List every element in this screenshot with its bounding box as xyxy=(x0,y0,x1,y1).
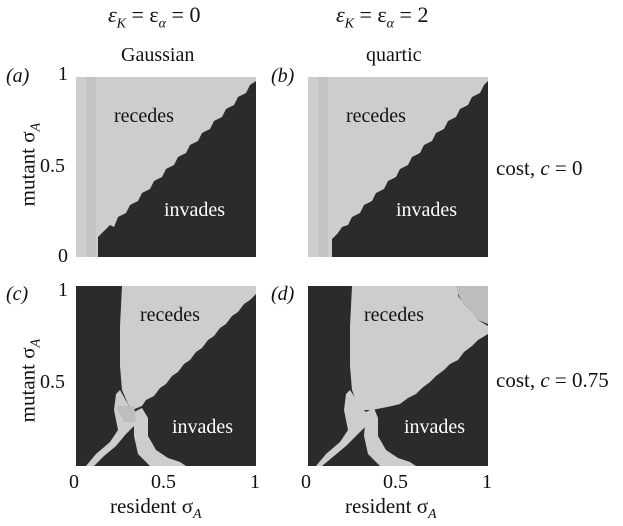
panel-c-invades-label: invades xyxy=(172,416,234,438)
panel-b-map xyxy=(308,77,488,257)
row-cost-label-bottom: cost, c = 0.75 xyxy=(496,368,609,392)
column-kernel-a: Gaussian xyxy=(121,44,195,66)
panel-a: recedes invades xyxy=(76,77,256,257)
column-header-a: εK = εα = 0 xyxy=(108,2,201,32)
panel-c-recedes-label: recedes xyxy=(140,304,200,326)
y-tick-bottom-1: 1 xyxy=(58,279,68,301)
column-kernel-b: quartic xyxy=(366,44,422,66)
y-tick-top-05: 0.5 xyxy=(40,155,65,177)
panel-label-b: (b) xyxy=(271,65,295,87)
panel-b-invades-label: invades xyxy=(396,199,458,221)
panel-a-invades-label: invades xyxy=(164,199,226,221)
x-axis-label-c: resident σA xyxy=(110,494,202,523)
x-axis-label-d: resident σA xyxy=(345,494,437,523)
y-tick-top-1: 1 xyxy=(58,63,68,85)
panel-a-recedes-label: recedes xyxy=(114,105,174,127)
x-tick-c-0: 0 xyxy=(69,471,79,493)
panel-d-map xyxy=(308,286,488,466)
x-tick-d-05: 0.5 xyxy=(383,471,408,493)
panel-b-recedes-label: recedes xyxy=(346,105,406,127)
panel-a-map xyxy=(76,77,256,257)
column-header-b: εK = εα = 2 xyxy=(336,2,429,32)
y-tick-bottom-05: 0.5 xyxy=(40,371,65,393)
y-axis-label-bottom: mutant σA xyxy=(15,338,44,423)
panel-label-c: (c) xyxy=(6,283,29,305)
panel-d-invades-label: invades xyxy=(404,416,466,438)
panel-d: recedes invades xyxy=(308,286,488,466)
panel-label-a: (a) xyxy=(6,65,30,87)
panel-b: recedes invades xyxy=(308,77,488,257)
y-axis-label-top: mutant σA xyxy=(15,122,44,207)
panel-d-recedes-label: recedes xyxy=(364,304,424,326)
x-tick-c-1: 1 xyxy=(250,471,260,493)
row-cost-label-top: cost, c = 0 xyxy=(496,156,583,180)
panel-c-map xyxy=(76,286,256,466)
x-tick-d-1: 1 xyxy=(482,471,492,493)
panel-label-d: (d) xyxy=(271,283,295,305)
x-tick-c-05: 0.5 xyxy=(151,471,176,493)
x-tick-d-0: 0 xyxy=(301,471,311,493)
y-tick-top-0: 0 xyxy=(58,245,68,267)
panel-c: recedes invades xyxy=(76,286,256,466)
